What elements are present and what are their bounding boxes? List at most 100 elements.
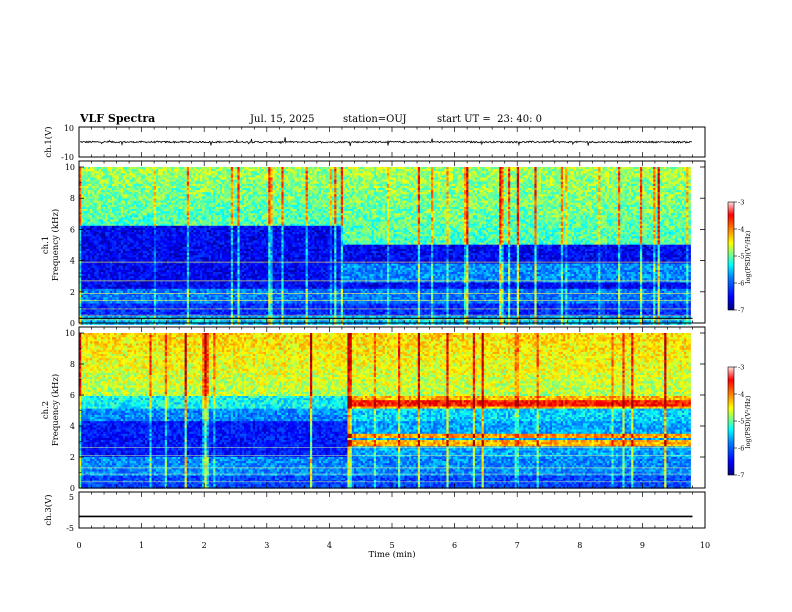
spectrogram-cell <box>350 184 353 186</box>
spectrogram-cell <box>526 175 529 177</box>
spectrogram-cell <box>484 173 487 175</box>
spectrogram-cell <box>416 169 419 171</box>
spectrogram-cell <box>554 188 557 190</box>
spectrogram-cell <box>83 180 86 182</box>
spectrogram-cell <box>585 192 588 194</box>
spectrogram-cell <box>638 178 641 180</box>
spectrogram-cell <box>114 167 117 169</box>
spectrogram-cell <box>664 173 667 175</box>
spectrogram-cell <box>354 184 357 186</box>
spectrogram-cell <box>330 180 333 182</box>
spectrogram-cell <box>264 188 267 190</box>
spectrogram-cell <box>598 169 601 171</box>
spectrogram-cell <box>244 186 247 188</box>
spectrogram-cell <box>240 171 243 173</box>
spectrogram-cell <box>376 182 379 184</box>
spectrogram-cell <box>671 171 674 173</box>
spectrogram-cell <box>530 192 533 194</box>
spectrogram-cell <box>341 175 344 177</box>
spectrogram-cell <box>490 190 493 192</box>
spectrogram-cell <box>242 182 245 184</box>
spectrogram-cell <box>83 192 86 194</box>
spectrogram-cell <box>413 167 416 169</box>
spectrogram-cell <box>677 184 680 186</box>
spectrogram-cell <box>105 167 108 169</box>
spectrogram-cell <box>389 171 392 173</box>
spectrogram-cell <box>636 178 639 180</box>
spectrogram-cell <box>354 175 357 177</box>
spectrogram-cell <box>154 190 157 192</box>
spectrogram-cell <box>114 169 117 171</box>
spectrogram-cell <box>319 194 322 196</box>
spectrogram-cell <box>383 167 386 169</box>
spectrogram-cell <box>334 190 337 192</box>
spectrogram-cell <box>658 180 661 182</box>
spectrogram-cell <box>431 184 434 186</box>
spectrogram-cell <box>257 175 260 177</box>
spectrogram-cell <box>528 178 531 180</box>
spectrogram-cell <box>418 188 421 190</box>
spectrogram-cell <box>543 180 546 182</box>
spectrogram-cell <box>658 190 661 192</box>
spectrogram-cell <box>127 171 129 173</box>
spectrogram-cell <box>598 184 601 186</box>
spectrogram-cell <box>482 169 485 171</box>
spectrogram-cell <box>303 173 306 175</box>
spectrogram-cell <box>585 182 588 184</box>
spectrogram-cell <box>684 190 687 192</box>
spectrogram-cell <box>446 180 449 182</box>
spectrogram-cell <box>651 192 654 194</box>
spectrogram-cell <box>420 188 423 190</box>
spectrogram-cell <box>473 190 476 192</box>
spectrogram-cell <box>83 171 86 173</box>
spectrogram-cell <box>495 167 498 169</box>
spectrogram-cell <box>455 192 458 194</box>
spectrogram-cell <box>290 171 293 173</box>
spectrogram-cell <box>97 173 100 175</box>
spectrogram-cell <box>589 171 592 173</box>
spectrogram-cell <box>268 192 271 194</box>
spectrogram-cell <box>103 167 106 169</box>
spectrogram-cell <box>248 190 251 192</box>
spectrogram-cell <box>479 184 482 186</box>
spectrogram-cell <box>385 186 388 188</box>
spectrogram-cell <box>592 182 595 184</box>
spectrogram-cell <box>372 194 375 196</box>
spectrogram-cell <box>583 171 586 173</box>
spectrogram-cell <box>251 186 254 188</box>
spectrogram-cell <box>154 188 157 190</box>
spectrogram-cell <box>585 167 588 169</box>
spectrogram-cell <box>336 192 339 194</box>
spectrogram-cell <box>312 180 315 182</box>
spectrogram-cell <box>561 169 564 171</box>
spectrogram-cell <box>471 173 474 175</box>
spectrogram-cell <box>325 194 328 196</box>
spectrogram-cell <box>464 184 467 186</box>
spectrogram-cell <box>383 178 386 180</box>
spectrogram-cell <box>207 184 210 186</box>
spectrogram-cell <box>460 184 463 186</box>
spectrogram-cell <box>616 186 619 188</box>
spectrogram-cell <box>543 184 546 186</box>
spectrogram-cell <box>308 192 311 194</box>
spectrogram-cell <box>167 171 170 173</box>
spectrogram-cell <box>270 182 273 184</box>
spectrogram-cell <box>174 175 177 177</box>
spectrogram-cell <box>358 167 361 169</box>
spectrogram-cell <box>119 178 122 180</box>
spectrogram-cell <box>180 194 183 196</box>
spectrogram-cell <box>200 173 203 175</box>
spectrogram-cell <box>405 182 408 184</box>
spectrogram-cell <box>578 167 581 169</box>
spectrogram-cell <box>138 175 141 177</box>
spectrogram-cell <box>200 180 203 182</box>
spectrogram-cell <box>405 171 408 173</box>
spectrogram-cell <box>160 178 163 180</box>
spectrogram-cell <box>125 190 128 192</box>
spectrogram-cell <box>607 178 610 180</box>
spectrogram-cell <box>556 178 559 180</box>
spectrogram-cell <box>202 182 205 184</box>
spectrogram-cell <box>354 173 357 175</box>
spectrogram-cell <box>673 184 676 186</box>
spectrogram-cell <box>97 178 100 180</box>
